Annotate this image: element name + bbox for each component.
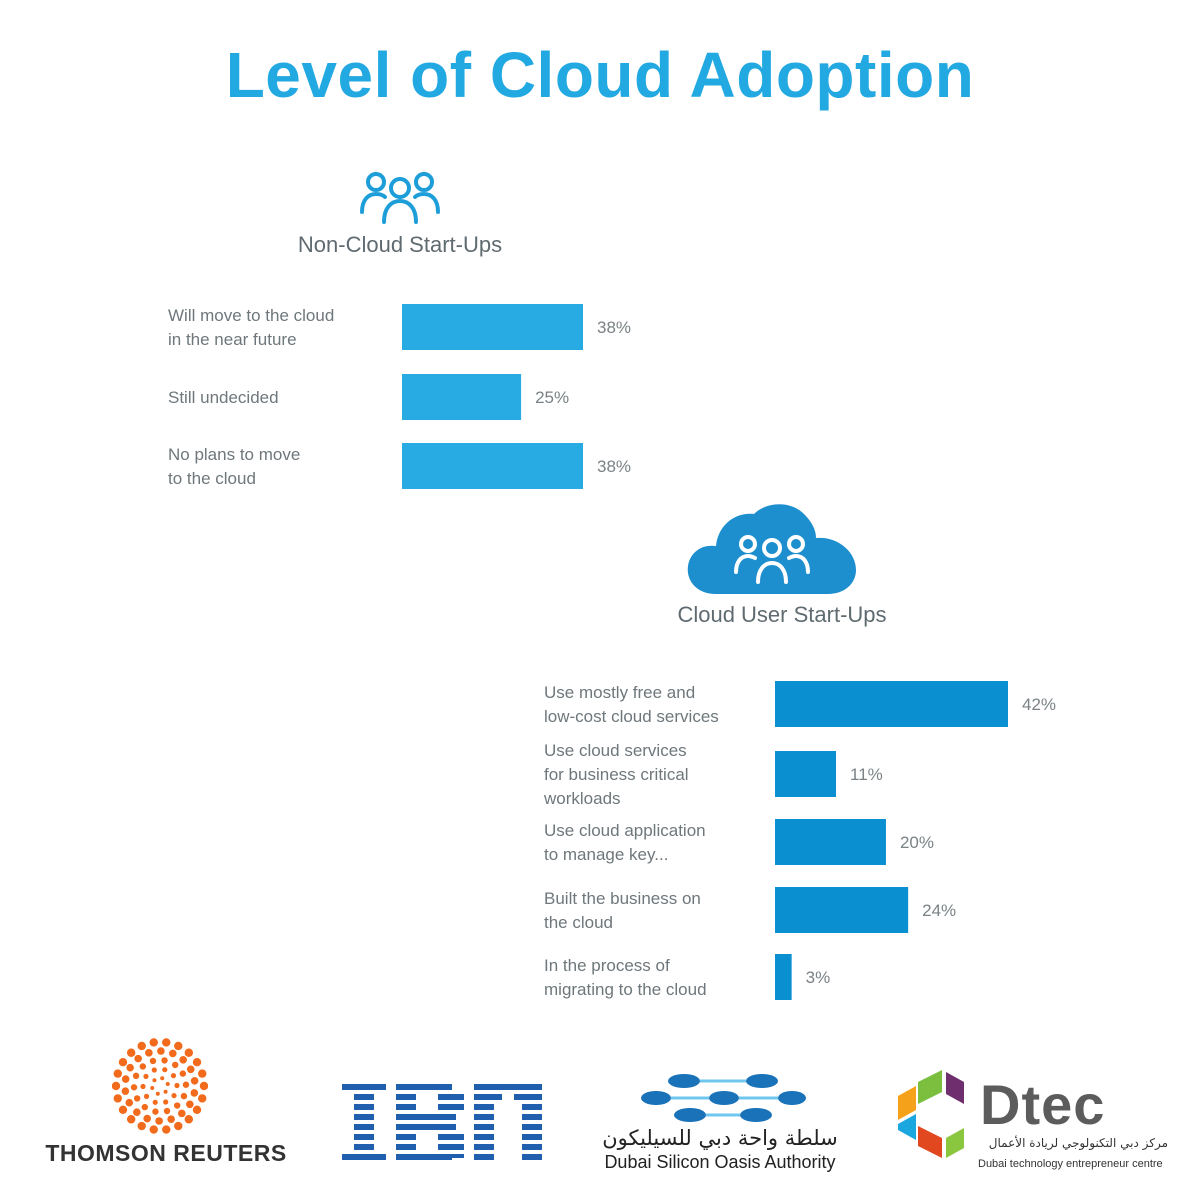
page-title: Level of Cloud Adoption	[225, 39, 975, 111]
non-cloud-bar-2	[402, 374, 522, 420]
cloud-user-value-label-2: 11%	[850, 765, 883, 784]
cloud-user-category-label-3: Use cloud application to manage key...	[544, 821, 706, 864]
dtec-name: Dtec	[980, 1073, 1106, 1136]
cloud-user-bar-1	[775, 681, 1008, 727]
cloud-user-value-label-4: 24%	[922, 901, 956, 920]
people-group-icon	[360, 172, 440, 224]
cloud-user-category-label-2: Use cloud services for business critical w…	[543, 741, 689, 808]
non-cloud-title: Non-Cloud Start-Ups	[297, 232, 503, 257]
non-cloud-bar-3	[402, 443, 583, 489]
dsoa-arabic-text: سلطة واحة دبي للسيليكون	[602, 1126, 838, 1150]
cloud-user-value-label-3: 20%	[900, 833, 934, 852]
ibm-logo	[342, 1084, 542, 1164]
cloud-user-title: Cloud User Start-Ups	[677, 602, 887, 627]
cloud-user-bar-5	[775, 954, 792, 1000]
dtec-arabic-text: مركز دبي التكنولوجي لريادة الأعمال	[988, 1136, 1168, 1150]
cloud-user-category-label-5: In the process of migrating to the cloud	[544, 956, 707, 999]
cloud-user-value-label-5: 3%	[806, 968, 831, 987]
dtec-logo-mark	[898, 1070, 964, 1158]
cloud-people-icon	[687, 504, 856, 594]
dsoa-english-text: Dubai Silicon Oasis Authority	[604, 1152, 836, 1172]
bar-charts: 38% Will move to the cloud in the near fut…	[168, 304, 1056, 1000]
non-cloud-bar-1	[402, 304, 583, 350]
non-cloud-category-label-3: No plans to move to the cloud	[168, 445, 300, 488]
non-cloud-category-label-2: Still undecided	[168, 388, 279, 407]
thomson-reuters-logo	[112, 1038, 208, 1134]
dtec-english-text: Dubai technology entrepreneur centre	[978, 1158, 1163, 1170]
dsoa-logo	[641, 1074, 806, 1122]
cloud-user-value-label-1: 42%	[1022, 695, 1056, 714]
cloud-user-bar-3	[775, 819, 886, 865]
cloud-user-category-label-1: Use mostly free and low-cost cloud servic…	[544, 683, 719, 726]
cloud-user-category-label-4: Built the business on the cloud	[544, 889, 701, 932]
non-cloud-value-label-2: 25%	[535, 388, 569, 407]
non-cloud-value-label-1: 38%	[597, 318, 631, 337]
non-cloud-category-label-1: Will move to the cloud in the near future	[168, 306, 334, 349]
thomson-reuters-text: THOMSON REUTERS	[45, 1140, 287, 1166]
cloud-user-bar-2	[775, 751, 837, 797]
non-cloud-value-label-3: 38%	[597, 457, 631, 476]
cloud-user-bar-4	[775, 887, 909, 933]
